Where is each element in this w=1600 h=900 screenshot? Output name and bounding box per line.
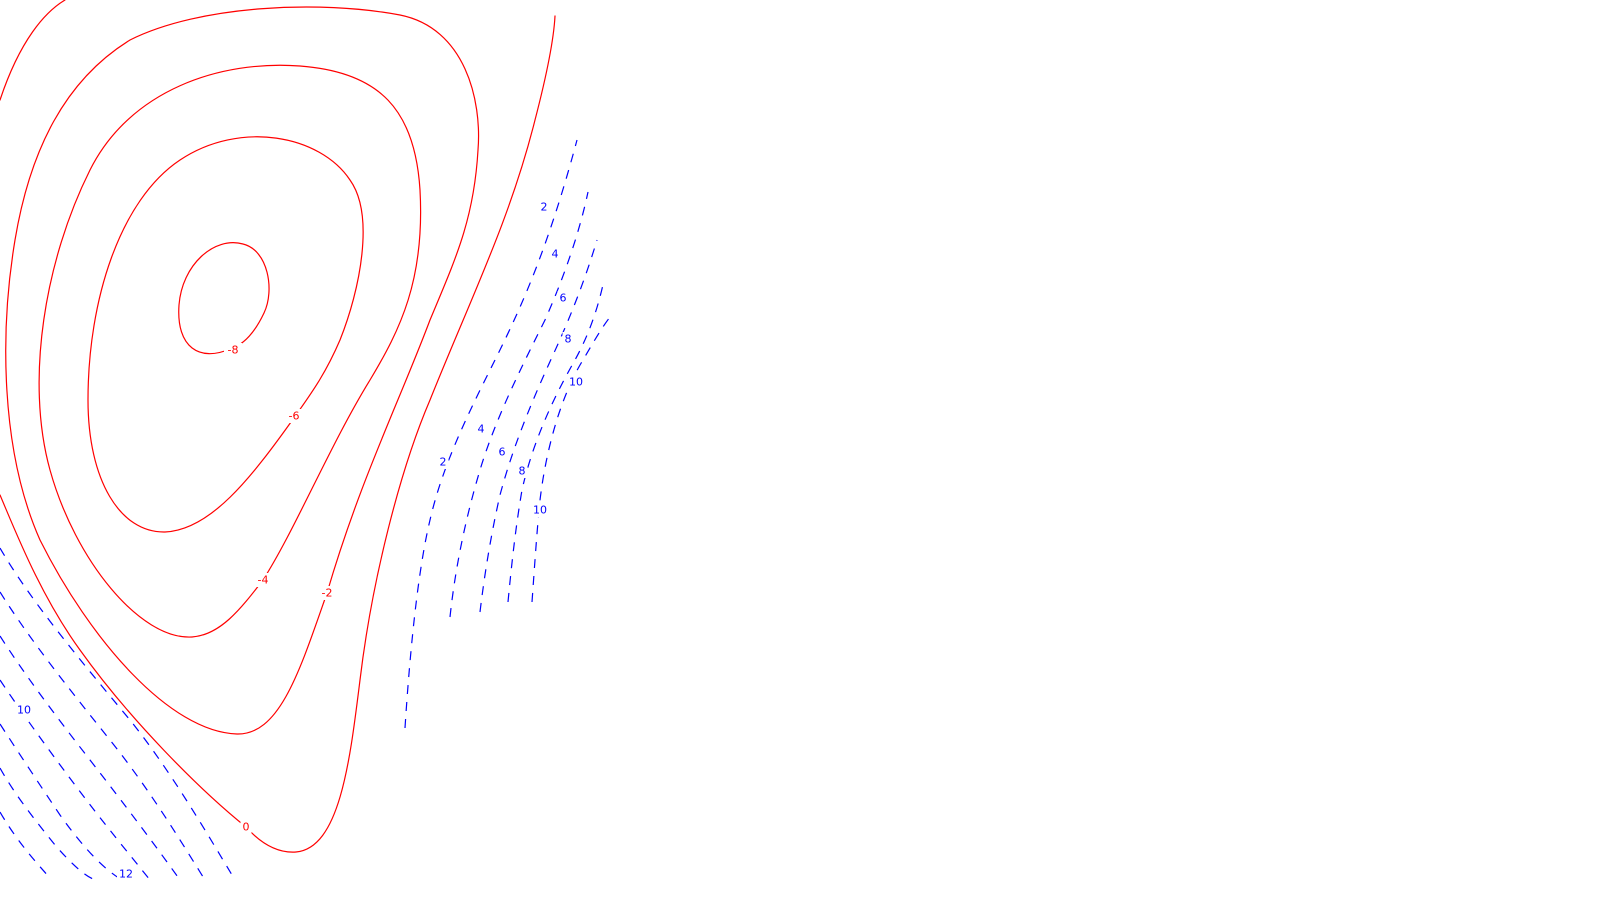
contour-label-bg <box>224 343 242 357</box>
contour-line-10-lower-left-1 <box>0 547 233 876</box>
contour-label-bg <box>567 375 585 389</box>
contour-label-bg <box>437 455 449 469</box>
contour-line--4 <box>38 64 422 638</box>
contour-label--4: -4 <box>258 574 269 587</box>
contour-label-bg <box>549 247 561 261</box>
contour-line-10-middle <box>531 316 611 603</box>
contour-label-bg <box>240 820 252 834</box>
contour-label-10-upper: 10 <box>569 376 583 389</box>
contour-line-8-middle <box>507 279 605 603</box>
contour-line-10-lower-left-3 <box>0 635 181 881</box>
contour-label-bg <box>562 332 574 346</box>
contour-label-bg <box>531 503 549 517</box>
contour-label-10-middle: 10 <box>533 504 547 517</box>
contour-line-0-3 <box>0 0 66 101</box>
contour-line-10-lower-left-6 <box>0 767 97 881</box>
contour-line--8 <box>178 242 270 355</box>
contour-line-10-lower-left-7 <box>0 811 51 879</box>
contour-label-10-lower-left: 10 <box>17 704 31 717</box>
contour-label-bg <box>475 422 487 436</box>
contour-label-2-upper: 2 <box>541 201 548 214</box>
contour-label-bg <box>285 409 303 423</box>
contour-label-0: 0 <box>243 821 250 834</box>
contour-line-10-lower-left-5 <box>0 723 123 881</box>
contour-line--6 <box>87 136 364 533</box>
contour-label-bg <box>496 445 508 459</box>
contour-label-bg <box>318 586 336 600</box>
contour-label-bg <box>516 464 528 478</box>
contour-line-4-middle <box>449 191 589 618</box>
contour-line-2-middle <box>404 139 578 729</box>
contour-label-12-lower-left: 12 <box>119 868 133 881</box>
contour-label-6-upper: 6 <box>560 292 567 305</box>
contour-line-0-2 <box>0 494 247 828</box>
contour-label-6-middle: 6 <box>499 446 506 459</box>
contour-label-bg <box>15 703 33 717</box>
contour-line-0-1 <box>245 15 556 853</box>
contour-label-bg <box>557 291 569 305</box>
contour-label-bg <box>538 200 550 214</box>
contour-label--8: -8 <box>228 344 239 357</box>
contour-label--6: -6 <box>289 410 300 423</box>
contour-label-bg <box>117 867 135 881</box>
contour-line-10-lower-left-2 <box>0 591 206 881</box>
contour-label-8-middle: 8 <box>519 465 526 478</box>
contour-label-2-middle: 2 <box>440 456 447 469</box>
contour-label-4-middle: 4 <box>478 423 485 436</box>
contour-label--2: -2 <box>322 587 333 600</box>
contour-line-6-middle <box>479 239 598 613</box>
contour-line--2 <box>5 6 480 735</box>
contour-label-4-upper: 4 <box>552 248 559 261</box>
contour-label-bg <box>254 573 272 587</box>
contour-label-8-upper: 8 <box>565 333 572 346</box>
